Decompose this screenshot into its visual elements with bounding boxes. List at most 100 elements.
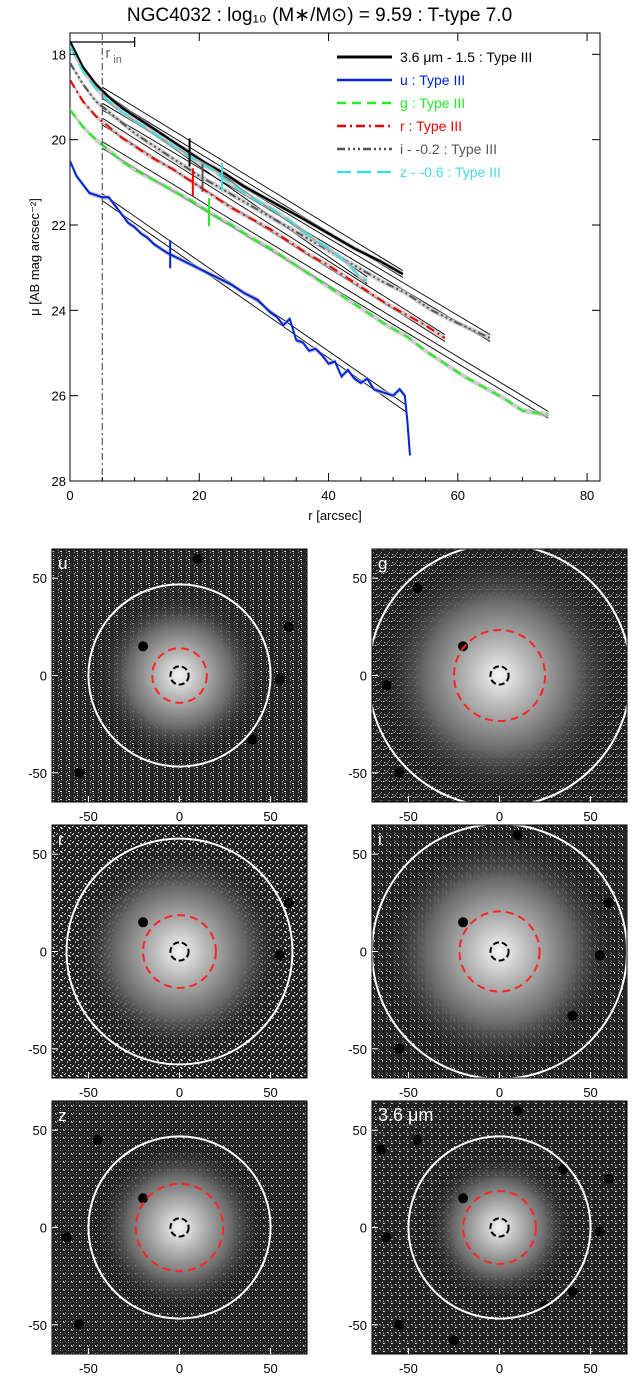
panel-y-tick-label: 0 (40, 945, 47, 960)
panel-y-tick-label: 0 (360, 1221, 367, 1236)
x-tick-label: 80 (580, 488, 594, 503)
panel-y-tick-label: 0 (360, 945, 367, 960)
panel-y-tick-label: 50 (353, 847, 367, 862)
center-aperture (489, 665, 510, 686)
x-tick-label: 40 (321, 488, 335, 503)
masked-star (512, 829, 523, 840)
galaxy-glow (374, 550, 625, 801)
masked-star (603, 897, 614, 908)
inner-aperture (151, 647, 208, 704)
center-aperture (169, 941, 190, 962)
masked-star (138, 641, 149, 652)
fit-line (102, 200, 407, 413)
galaxy-glow (378, 830, 621, 1073)
panel-x-tick-label: -50 (399, 1085, 418, 1100)
masked-star (394, 1043, 405, 1054)
galaxy-image-panel: z -50 0 50 50 0 -50 (28, 1100, 308, 1376)
center-aperture (489, 1217, 510, 1238)
panel-x-tick-label: 0 (176, 1361, 183, 1376)
masked-star (448, 1335, 459, 1346)
masked-star (412, 582, 423, 593)
legend-entry: u : Type III (400, 72, 465, 88)
panel-y-tick-label: 50 (353, 1123, 367, 1138)
inner-aperture (142, 914, 217, 989)
y-tick-label: 22 (52, 218, 66, 233)
masked-star (394, 767, 405, 778)
masked-star (92, 1134, 103, 1145)
series-error-band (70, 43, 368, 284)
masked-star (412, 1134, 423, 1145)
band-label: z (58, 1106, 67, 1125)
y-axis-label: μ [AB mag arcsec⁻²] (27, 198, 42, 316)
masked-star (283, 897, 294, 908)
outer-aperture (65, 837, 294, 1066)
masked-star (192, 553, 203, 564)
panel-y-tick-label: 0 (40, 1221, 47, 1236)
inner-aperture (134, 1182, 225, 1273)
panel-y-tick-label: -50 (348, 1042, 367, 1057)
series-error-band (70, 77, 445, 341)
galaxy-image-panel: r -50 0 50 50 0 -50 (28, 824, 308, 1100)
inner-aperture (462, 1190, 537, 1265)
y-tick-label: 28 (52, 474, 66, 489)
masked-star (381, 680, 392, 691)
r-in-subscript: in (113, 54, 122, 66)
legend-entry: g : Type III (400, 95, 465, 111)
r-in-label: r (105, 45, 110, 62)
panel-y-tick-label: -50 (28, 766, 47, 781)
band-label: g (378, 554, 387, 573)
panel-y-tick-label: -50 (348, 1318, 367, 1333)
band-label: i (378, 830, 382, 849)
panel-y-tick-label: -50 (28, 1042, 47, 1057)
galaxy-image-panel: 3.6 μm -50 0 50 50 0 -50 (348, 1100, 628, 1376)
masked-star (74, 767, 85, 778)
masked-star (381, 1232, 392, 1243)
panel-x-tick-label: 0 (496, 1361, 503, 1376)
y-tick-label: 18 (52, 47, 66, 62)
outer-aperture (87, 583, 272, 768)
profile-chart: r in 0 20 40 60 80 18 20 22 24 26 28 r [arcsec] μ … (27, 32, 601, 523)
panel-x-tick-label: 0 (496, 1085, 503, 1100)
band-label: r (58, 830, 64, 849)
masked-star (558, 1164, 569, 1175)
panel-x-tick-label: -50 (399, 1361, 418, 1376)
legend-entry: 3.6 μm - 1.5 : Type III (400, 49, 532, 65)
series-line (70, 109, 549, 416)
inner-aperture (452, 628, 547, 723)
panel-x-tick-label: 50 (583, 809, 597, 824)
y-tick-label: 20 (52, 133, 66, 148)
panel-y-tick-label: 50 (33, 847, 47, 862)
panel-x-tick-label: 0 (176, 1085, 183, 1100)
y-tick-label: 24 (52, 303, 66, 318)
galaxy-image-panel: g -50 0 50 50 0 -50 (348, 548, 628, 824)
masked-star (594, 1226, 605, 1237)
outer-aperture (407, 1135, 592, 1320)
panel-x-tick-label: -50 (399, 809, 418, 824)
center-aperture (489, 941, 510, 962)
panel-x-tick-label: 50 (263, 809, 277, 824)
masked-star (458, 917, 469, 928)
series-line (70, 40, 404, 276)
masked-star (138, 1193, 149, 1204)
masked-star (74, 1319, 85, 1330)
chart-title: NGC4032 : log₁₀ (M∗/M⊙) = 9.59 : T-type … (126, 5, 513, 26)
masked-star (247, 734, 258, 745)
panel-y-tick-label: -50 (348, 766, 367, 781)
galaxy-image-panel: u -50 0 50 50 0 -50 (28, 548, 308, 824)
legend-entry: r : Type III (400, 118, 462, 134)
panel-x-tick-label: 50 (263, 1085, 277, 1100)
series-line (70, 62, 491, 339)
outer-aperture (87, 1135, 272, 1320)
panel-y-tick-label: 50 (33, 571, 47, 586)
fit-line (102, 141, 549, 412)
masked-star (274, 950, 285, 961)
panel-x-tick-label: 50 (263, 1361, 277, 1376)
masked-star (376, 1144, 387, 1155)
series-line (70, 45, 368, 282)
center-aperture (169, 665, 190, 686)
center-aperture (169, 1217, 190, 1238)
masked-star (138, 917, 149, 928)
galaxy-glow (423, 1151, 576, 1304)
galaxy-glow (92, 1140, 267, 1315)
x-tick-label: 0 (66, 488, 73, 503)
